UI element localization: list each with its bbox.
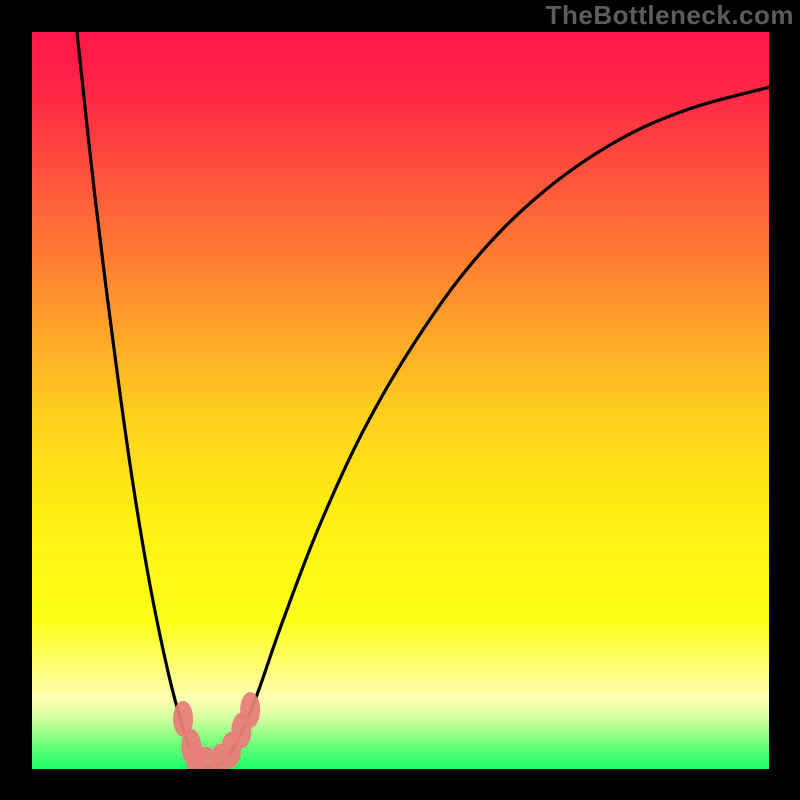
- watermark-text: TheBottleneck.com: [546, 0, 794, 31]
- chart-container: TheBottleneck.com: [0, 0, 800, 800]
- gradient-background: [32, 32, 769, 769]
- plot-area: [32, 32, 769, 769]
- data-marker: [240, 692, 260, 728]
- plot-svg: [32, 32, 769, 769]
